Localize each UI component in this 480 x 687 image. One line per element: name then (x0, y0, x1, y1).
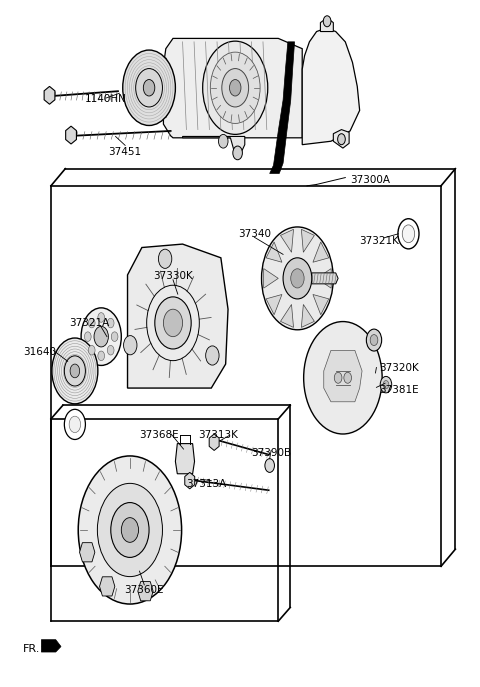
Circle shape (291, 269, 304, 288)
Polygon shape (266, 295, 282, 315)
Circle shape (70, 364, 80, 378)
Circle shape (334, 372, 342, 383)
Circle shape (98, 313, 105, 322)
Text: 31640: 31640 (24, 347, 57, 357)
Circle shape (262, 227, 333, 330)
Text: 1140HN: 1140HN (84, 94, 126, 104)
Polygon shape (175, 444, 194, 474)
Circle shape (69, 416, 81, 433)
Circle shape (144, 80, 155, 96)
Circle shape (158, 249, 172, 269)
Circle shape (52, 338, 98, 404)
Circle shape (380, 376, 392, 393)
Circle shape (108, 346, 114, 355)
Circle shape (155, 297, 191, 349)
Circle shape (222, 69, 249, 107)
Circle shape (123, 336, 137, 354)
Polygon shape (302, 28, 360, 145)
Polygon shape (312, 273, 338, 284)
Circle shape (88, 318, 95, 328)
Polygon shape (80, 543, 95, 562)
Polygon shape (270, 42, 295, 174)
Polygon shape (185, 473, 195, 489)
Text: FR.: FR. (23, 644, 40, 653)
Text: 37321K: 37321K (360, 236, 399, 246)
Polygon shape (301, 304, 314, 328)
Circle shape (205, 346, 219, 365)
Circle shape (344, 372, 351, 383)
Text: 37313A: 37313A (186, 479, 227, 489)
Circle shape (88, 346, 95, 355)
Text: 37451: 37451 (108, 146, 142, 157)
Circle shape (383, 381, 389, 389)
Polygon shape (280, 304, 293, 328)
Text: 37368E: 37368E (139, 429, 179, 440)
Text: 37360E: 37360E (124, 585, 164, 596)
Circle shape (229, 80, 241, 96)
Circle shape (136, 69, 162, 107)
Circle shape (218, 135, 228, 148)
Circle shape (304, 322, 382, 434)
Circle shape (121, 517, 139, 542)
Circle shape (111, 503, 149, 557)
Circle shape (337, 134, 345, 145)
Polygon shape (66, 126, 76, 144)
Circle shape (402, 225, 415, 243)
Polygon shape (264, 269, 278, 288)
Circle shape (233, 146, 242, 160)
Text: 37381E: 37381E (379, 385, 419, 395)
Polygon shape (139, 58, 168, 117)
Polygon shape (333, 130, 349, 148)
Text: 37321A: 37321A (69, 318, 109, 328)
Polygon shape (280, 229, 293, 252)
Circle shape (283, 258, 312, 299)
Polygon shape (44, 87, 55, 104)
Polygon shape (209, 434, 219, 451)
Polygon shape (321, 18, 333, 32)
Circle shape (398, 218, 419, 249)
Circle shape (370, 335, 378, 346)
Polygon shape (313, 242, 329, 262)
Polygon shape (317, 269, 331, 288)
Polygon shape (138, 582, 153, 601)
Circle shape (323, 16, 331, 27)
Polygon shape (41, 640, 61, 652)
Polygon shape (266, 242, 282, 262)
Circle shape (64, 356, 85, 386)
Text: 37390B: 37390B (251, 448, 291, 458)
Polygon shape (163, 38, 302, 138)
Polygon shape (128, 244, 228, 388)
Circle shape (203, 41, 268, 135)
Polygon shape (182, 137, 245, 155)
Circle shape (64, 409, 85, 440)
Circle shape (97, 484, 162, 576)
Circle shape (78, 456, 181, 604)
Text: 37300A: 37300A (350, 175, 390, 185)
Polygon shape (301, 229, 314, 252)
Text: 37313K: 37313K (199, 429, 239, 440)
Text: 37330K: 37330K (153, 271, 193, 281)
Circle shape (210, 52, 260, 124)
Circle shape (123, 50, 175, 126)
Circle shape (366, 329, 382, 351)
Polygon shape (313, 295, 329, 315)
Circle shape (84, 332, 91, 341)
Text: 37320K: 37320K (379, 363, 419, 373)
Circle shape (108, 318, 114, 328)
Circle shape (98, 351, 105, 361)
Text: 37340: 37340 (238, 229, 271, 239)
Polygon shape (99, 577, 115, 596)
Circle shape (111, 332, 118, 341)
Circle shape (265, 459, 275, 473)
Circle shape (163, 309, 182, 337)
Polygon shape (324, 350, 362, 402)
Circle shape (81, 308, 121, 365)
Circle shape (94, 326, 108, 347)
